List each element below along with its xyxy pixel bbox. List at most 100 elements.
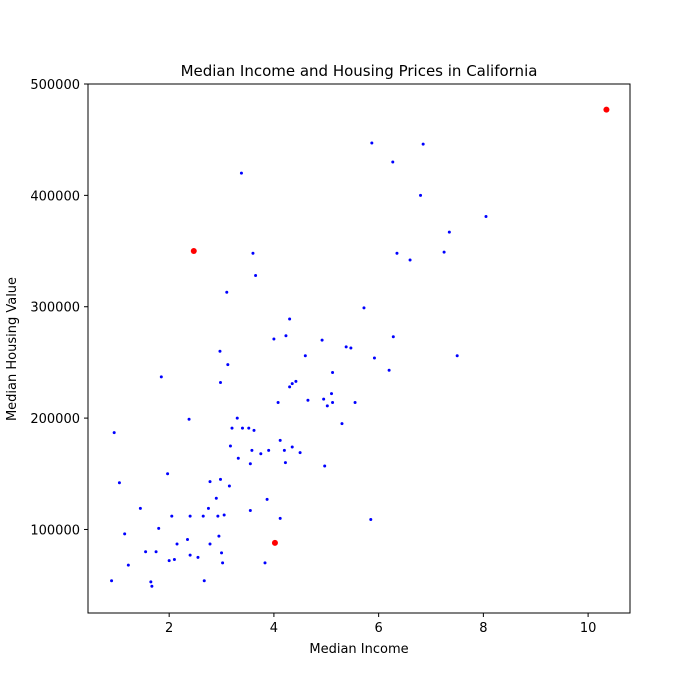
data-point	[263, 561, 267, 565]
highlighted-data-point	[603, 106, 610, 113]
data-point	[372, 356, 376, 360]
data-point	[353, 401, 357, 405]
data-point	[303, 354, 307, 358]
data-point	[331, 401, 335, 405]
data-point	[298, 451, 302, 455]
data-point	[265, 497, 269, 501]
data-point	[123, 532, 127, 536]
x-tick-label: 8	[479, 621, 487, 636]
y-axis: 100000 200000 300000 400000 500000	[30, 78, 88, 538]
data-point	[188, 514, 192, 518]
data-point	[196, 555, 200, 559]
data-point	[187, 417, 191, 421]
chart-title: Median Income and Housing Prices in Cali…	[181, 62, 538, 80]
data-point	[172, 558, 176, 562]
data-point	[288, 317, 292, 321]
data-point	[290, 445, 294, 449]
data-point	[391, 335, 395, 339]
data-point	[442, 250, 446, 254]
x-axis-title: Median Income	[309, 642, 408, 657]
data-point	[421, 142, 425, 146]
data-point	[248, 509, 252, 513]
data-point	[220, 551, 224, 555]
data-point	[276, 401, 280, 405]
data-point	[284, 334, 288, 338]
data-point	[349, 346, 353, 350]
data-point	[208, 480, 212, 484]
data-point	[288, 385, 292, 389]
y-tick-label: 200000	[30, 412, 80, 427]
data-point	[110, 579, 114, 583]
data-point	[240, 426, 244, 430]
data-point	[138, 506, 142, 510]
data-point	[218, 380, 222, 384]
data-point	[259, 452, 263, 456]
data-point	[239, 171, 243, 175]
data-point	[344, 345, 348, 349]
x-tick-label: 2	[165, 621, 173, 636]
data-point	[167, 559, 171, 563]
data-point	[218, 349, 222, 353]
data-point	[369, 517, 373, 521]
data-point	[166, 472, 170, 476]
data-point	[235, 416, 239, 420]
plot-area	[87, 83, 631, 614]
data-point	[254, 274, 258, 278]
data-point	[185, 537, 189, 541]
data-point	[323, 464, 327, 468]
data-point	[419, 193, 423, 197]
data-point	[217, 534, 221, 538]
data-point	[226, 363, 230, 367]
data-point	[150, 584, 154, 588]
y-tick-label: 500000	[30, 78, 80, 93]
y-tick-label: 300000	[30, 301, 80, 316]
data-point	[175, 542, 179, 546]
data-point	[248, 462, 252, 466]
data-point	[221, 561, 225, 565]
data-point	[157, 526, 161, 530]
data-point	[251, 251, 255, 255]
y-tick-label: 400000	[30, 189, 80, 204]
data-point	[149, 580, 153, 584]
data-point	[330, 392, 334, 396]
data-point	[290, 382, 294, 386]
data-point	[484, 215, 488, 219]
data-point	[340, 422, 344, 426]
data-point	[395, 251, 399, 255]
data-point	[282, 448, 286, 452]
data-point	[447, 230, 451, 234]
highlighted-data-point	[271, 539, 278, 546]
data-point	[126, 563, 130, 567]
y-axis-title: Median Housing Value	[5, 277, 20, 421]
data-point	[230, 426, 234, 430]
x-tick-label: 10	[580, 621, 597, 636]
data-point	[362, 306, 366, 310]
data-point	[112, 431, 116, 435]
plot-frame	[87, 83, 631, 614]
data-point	[206, 506, 210, 510]
data-point	[455, 354, 459, 358]
data-point	[320, 338, 324, 342]
x-tick-label: 6	[374, 621, 382, 636]
data-point	[188, 553, 192, 557]
data-point	[208, 542, 212, 546]
data-point	[222, 513, 226, 517]
data-point	[387, 368, 391, 372]
data-point	[370, 141, 374, 145]
data-point	[228, 444, 232, 448]
data-point	[278, 516, 282, 520]
data-point	[283, 461, 287, 465]
data-point	[225, 290, 229, 294]
data-point	[322, 397, 326, 401]
data-point	[144, 550, 148, 554]
data-point	[154, 550, 158, 554]
data-point	[117, 481, 121, 485]
data-point	[216, 514, 220, 518]
data-point	[294, 379, 298, 383]
data-point	[201, 514, 205, 518]
y-tick-label: 100000	[30, 523, 80, 538]
data-point	[408, 258, 412, 262]
data-point	[227, 484, 231, 488]
data-point	[250, 448, 254, 452]
